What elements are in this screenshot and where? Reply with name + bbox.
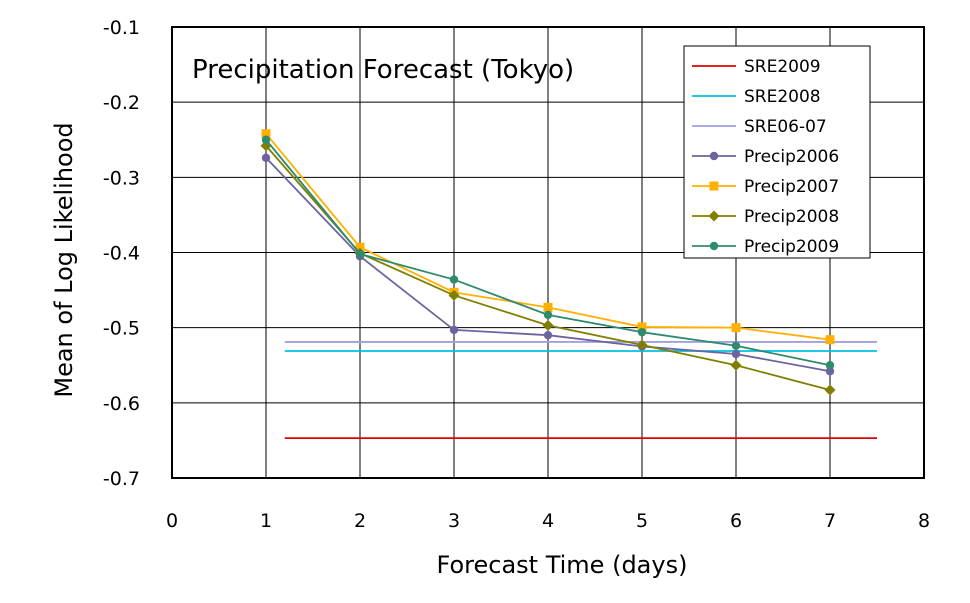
legend-item-sre2008: SRE2008 — [692, 87, 821, 107]
data-point-precip2008 — [824, 384, 836, 396]
legend-label-sre06-07: SRE06-07 — [744, 117, 827, 137]
x-tick-label: 0 — [166, 510, 178, 532]
legend-label-sre2008: SRE2008 — [744, 87, 821, 107]
data-point-precip2006 — [731, 349, 741, 359]
data-point-precip2009 — [731, 341, 741, 350]
legend-item-precip2007: Precip2007 — [692, 177, 839, 197]
legend-label-sre2009: SRE2009 — [744, 57, 821, 77]
x-tick-label: 4 — [542, 510, 554, 532]
y-tick-label: -0.3 — [103, 167, 140, 189]
legend-label-precip2008: Precip2008 — [744, 207, 839, 227]
series-precip2008 — [260, 140, 836, 396]
x-tick-label: 8 — [918, 510, 930, 532]
legend: SRE2009 SRE2008 SRE06-07 Precip2006 Precip20… — [683, 45, 871, 259]
legend-items: SRE2009 SRE2008 SRE06-07 Precip2006 Precip20… — [692, 57, 839, 257]
series-precip2009 — [261, 135, 835, 370]
data-point-precip2008 — [636, 339, 648, 351]
data-point-precip2007 — [731, 323, 741, 333]
y-axis-title: Mean of Log Likelihood — [50, 122, 78, 397]
data-point-precip2009 — [449, 275, 459, 284]
chart-title: Precipitation Forecast (Tokyo) — [192, 55, 574, 85]
data-point-precip2008 — [448, 289, 460, 301]
legend-item-precip2006: Precip2006 — [692, 147, 839, 167]
x-axis-title: Forecast Time (days) — [437, 551, 688, 579]
data-point-precip2009 — [543, 310, 553, 320]
data-point-precip2007 — [355, 242, 365, 252]
tick-labels: 0 1 2 3 4 5 6 7 8 -0.1 -0.2 -0.3 -0.4 -0.5 -0.6 -0.7 — [103, 17, 930, 532]
x-tick-label: 5 — [636, 510, 648, 532]
x-tick-label: 2 — [354, 510, 366, 532]
x-tick-label: 7 — [824, 510, 836, 532]
legend-marker-precip2008 — [708, 210, 720, 222]
data-point-precip2006 — [543, 330, 553, 340]
data-point-precip2008 — [730, 359, 742, 371]
legend-label-precip2006: Precip2006 — [744, 147, 839, 167]
legend-label-precip2009: Precip2009 — [744, 237, 839, 257]
legend-item-sre2009: SRE2009 — [692, 57, 821, 77]
y-tick-label: -0.4 — [103, 243, 140, 265]
legend-marker-precip2009 — [709, 241, 719, 251]
legend-label-precip2007: Precip2007 — [744, 177, 839, 197]
legend-item-precip2008: Precip2008 — [692, 207, 839, 227]
legend-marker-precip2007 — [709, 181, 719, 191]
x-tick-label: 3 — [448, 510, 460, 532]
legend-item-precip2009: Precip2009 — [692, 237, 839, 257]
y-tick-label: -0.5 — [103, 318, 140, 340]
data-point-precip2007 — [543, 302, 553, 312]
data-point-precip2007 — [637, 322, 647, 332]
x-tick-label: 6 — [730, 510, 742, 532]
data-point-precip2009 — [637, 327, 647, 337]
y-tick-label: -0.6 — [103, 393, 140, 415]
data-point-precip2006 — [825, 367, 835, 376]
y-tick-label: -0.1 — [103, 17, 140, 39]
data-point-precip2007 — [825, 335, 835, 345]
y-tick-label: -0.2 — [103, 92, 140, 114]
data-point-precip2009 — [261, 135, 271, 144]
legend-item-sre06-07: SRE06-07 — [692, 117, 827, 137]
data-point-precip2008 — [542, 319, 554, 331]
data-point-precip2006 — [261, 153, 271, 162]
legend-marker-precip2006 — [709, 151, 719, 161]
x-tick-label: 1 — [260, 510, 272, 532]
data-point-precip2009 — [355, 249, 365, 259]
data-point-precip2006 — [449, 325, 459, 335]
data-point-precip2009 — [825, 361, 835, 370]
plot-area-frame — [171, 26, 925, 479]
data-point-precip2007 — [261, 129, 271, 139]
series-group — [260, 129, 877, 440]
y-tick-label: -0.7 — [103, 468, 140, 490]
